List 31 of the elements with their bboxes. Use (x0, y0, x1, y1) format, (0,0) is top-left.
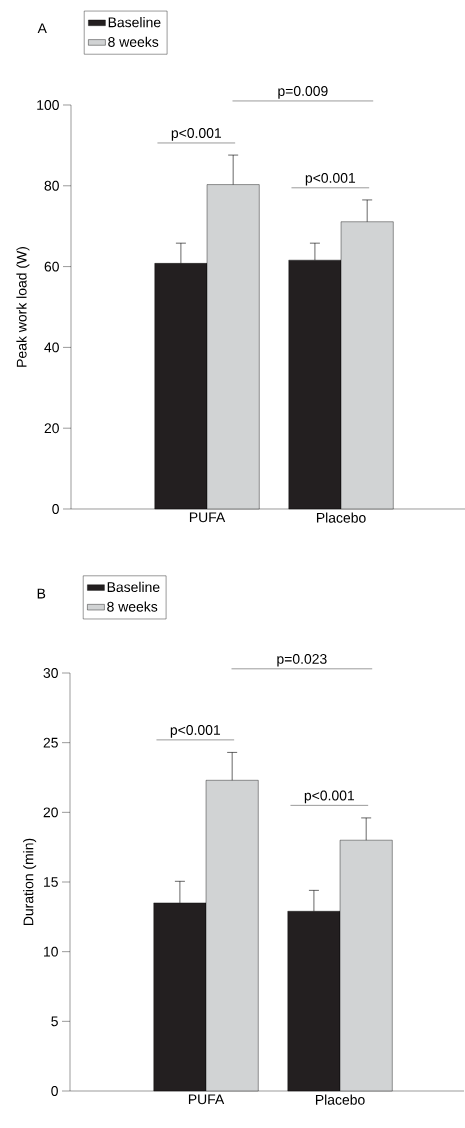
y-axis-title: Peak work load (W) (16, 247, 30, 367)
y-tick-label: 15 (44, 877, 58, 887)
x-tick-label: Placebo (315, 1094, 365, 1105)
y-tick-label: 25 (43, 737, 58, 748)
y-tick-label: 20 (44, 423, 59, 434)
y-axis-title: Duration (min) (23, 838, 37, 926)
legend-label: 8 weeks (107, 601, 158, 612)
legend-label: 8 weeks (108, 36, 159, 47)
y-tick-label: 0 (52, 504, 59, 514)
annotation: p<0.001 (170, 725, 221, 738)
legend-label: Baseline (108, 17, 161, 28)
chart-title: A (37, 23, 47, 34)
annotation: p<0.001 (304, 790, 355, 804)
y-tick-label: 10 (44, 946, 58, 957)
y-tick-label: 80 (44, 180, 59, 191)
y-tick-label: 100 (37, 100, 59, 110)
annotation: p<0.001 (171, 128, 222, 141)
y-tick-label: 5 (51, 1016, 58, 1027)
x-tick-label: PUFA (188, 1094, 225, 1105)
y-tick-label: 30 (43, 668, 58, 678)
text: p=0.023 (277, 653, 327, 667)
chart-title: B (37, 588, 46, 599)
x-tick-label: PUFA (189, 512, 226, 523)
y-tick-label: 0 (51, 1086, 58, 1096)
x-tick-label: Placebo (316, 512, 366, 523)
annotation: p<0.001 (305, 172, 356, 186)
legend-label: Baseline (107, 581, 160, 593)
y-tick-label: 20 (43, 807, 58, 818)
y-tick-label: 60 (44, 261, 59, 272)
y-tick-label: 40 (44, 342, 59, 353)
text: p=0.009 (278, 86, 328, 99)
